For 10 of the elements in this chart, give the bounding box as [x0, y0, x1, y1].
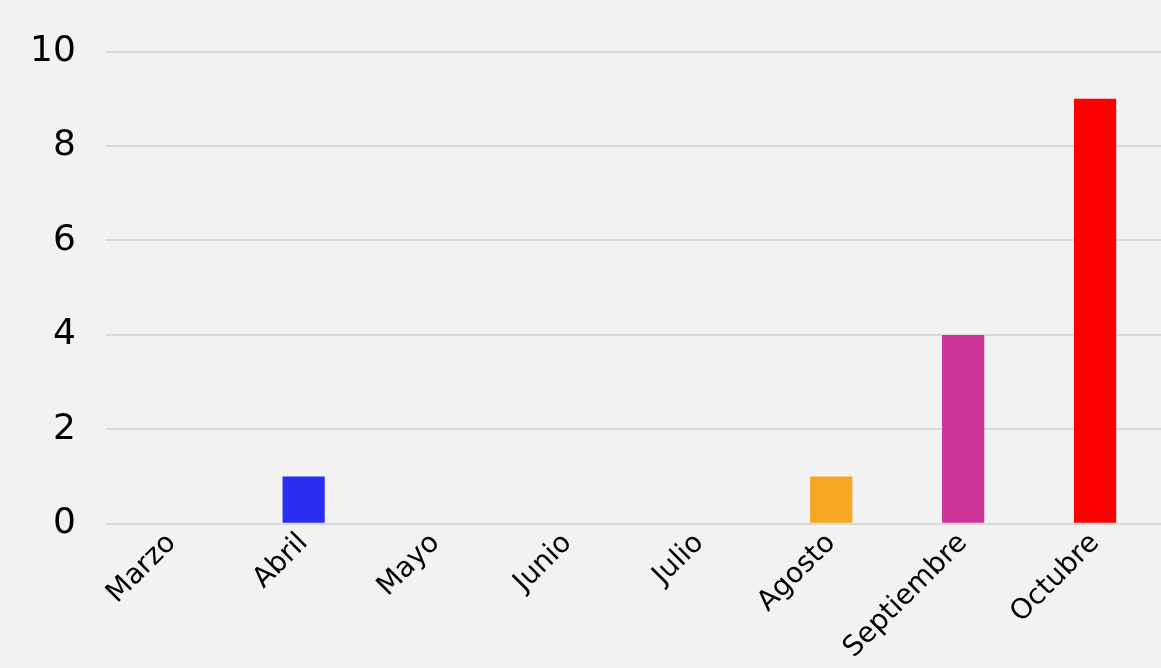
y-tick-label: 6 — [52, 216, 76, 258]
y-tick-label: 4 — [52, 311, 76, 353]
y-tick-label: 0 — [52, 500, 76, 542]
y-tick-label: 10 — [30, 27, 76, 69]
bar — [942, 334, 985, 523]
bar — [1073, 98, 1117, 523]
bar — [282, 476, 325, 523]
y-tick-label: 8 — [52, 122, 76, 164]
y-tick-label: 2 — [52, 405, 76, 447]
bar — [810, 476, 853, 523]
